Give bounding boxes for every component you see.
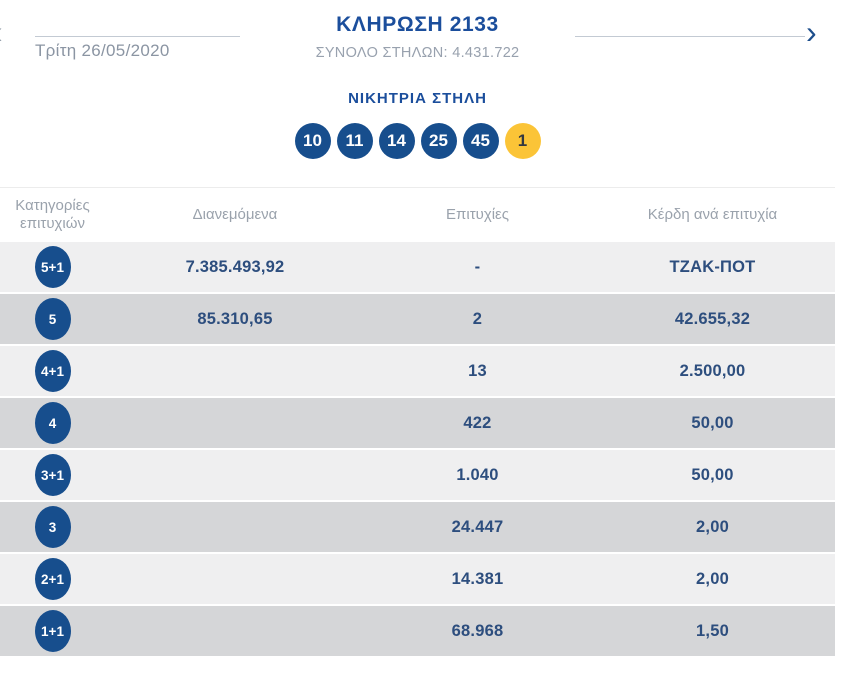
winning-column-section: ΝΙΚΗΤΡΙΑ ΣΤΗΛΗ 10 11 14 25 45 1	[0, 90, 835, 159]
prize-value: 42.655,32	[674, 309, 751, 328]
category-badge: 3+1	[34, 454, 71, 496]
left-divider	[35, 36, 240, 37]
winning-number-ball: 11	[336, 123, 373, 159]
distributed-value: 7.385.493,92	[185, 257, 285, 276]
draw-title: ΚΛΗΡΩΣΗ 2133	[336, 13, 499, 36]
table-row: 1+1 68.968 1,50	[0, 606, 835, 656]
category-badge: 5+1	[34, 246, 71, 288]
winning-number-ball: 45	[462, 123, 499, 159]
winners-value: 14.381	[451, 569, 504, 588]
right-divider	[575, 36, 805, 37]
prize-categories-table: Κατηγορίες επιτυχιών Διανεμόμενα Επιτυχί…	[0, 187, 835, 656]
category-badge: 3	[34, 506, 71, 548]
table-header-row: Κατηγορίες επιτυχιών Διανεμόμενα Επιτυχί…	[0, 188, 835, 242]
winners-value: 2	[472, 309, 483, 328]
winning-number-ball: 25	[420, 123, 457, 159]
total-columns-label: ΣΥΝΟΛΟ ΣΤΗΛΩΝ: 4.431.722	[315, 45, 520, 61]
draw-navigation: ‹ Τρίτη 26/05/2020 ΚΛΗΡΩΣΗ 2133 ΣΥΝΟΛΟ Σ…	[0, 0, 857, 72]
winners-value: 1.040	[456, 465, 499, 484]
winners-value: -	[474, 257, 481, 276]
winners-value: 422	[463, 413, 492, 432]
prize-value: 2,00	[696, 569, 729, 588]
category-badge: 1+1	[34, 610, 71, 652]
winners-value: 13	[468, 361, 487, 380]
draw-date: Τρίτη 26/05/2020	[35, 41, 170, 60]
winning-column-label: ΝΙΚΗΤΡΙΑ ΣΤΗΛΗ	[348, 90, 487, 107]
prize-value: 2,00	[696, 517, 729, 536]
winners-value: 24.447	[451, 517, 504, 536]
prize-value: 2.500,00	[679, 361, 746, 380]
winning-numbers: 10 11 14 25 45 1	[0, 123, 835, 159]
bonus-number-ball: 1	[504, 123, 541, 159]
prize-value: ΤΖΑΚ-ΠΟΤ	[669, 257, 756, 276]
table-row: 3 24.447 2,00	[0, 502, 835, 552]
next-draw-icon[interactable]: ›	[806, 14, 817, 50]
category-badge: 4	[34, 402, 71, 444]
category-badge: 4+1	[34, 350, 71, 392]
winners-value: 68.968	[451, 621, 504, 640]
table-row: 4 422 50,00	[0, 398, 835, 448]
table-row: 5+1 7.385.493,92 - ΤΖΑΚ-ΠΟΤ	[0, 242, 835, 292]
winning-number-ball: 10	[294, 123, 331, 159]
previous-draw-icon[interactable]: ‹	[0, 16, 3, 48]
distributed-value: 85.310,65	[197, 309, 273, 328]
table-row: 5 85.310,65 2 42.655,32	[0, 294, 835, 344]
column-header-prize: Κέρδη ανά επιτυχία	[647, 206, 778, 223]
column-header-distributed: Διανεμόμενα	[192, 206, 278, 223]
winning-number-ball: 14	[378, 123, 415, 159]
category-badge: 2+1	[34, 558, 71, 600]
prize-value: 50,00	[691, 413, 734, 432]
table-row: 3+1 1.040 50,00	[0, 450, 835, 500]
category-badge: 5	[34, 298, 71, 340]
table-row: 4+1 13 2.500,00	[0, 346, 835, 396]
column-header-categories: Κατηγορίες επιτυχιών	[15, 197, 90, 232]
table-row: 2+1 14.381 2,00	[0, 554, 835, 604]
prize-value: 50,00	[691, 465, 734, 484]
prize-value: 1,50	[696, 621, 729, 640]
column-header-winners: Επιτυχίες	[446, 206, 509, 223]
